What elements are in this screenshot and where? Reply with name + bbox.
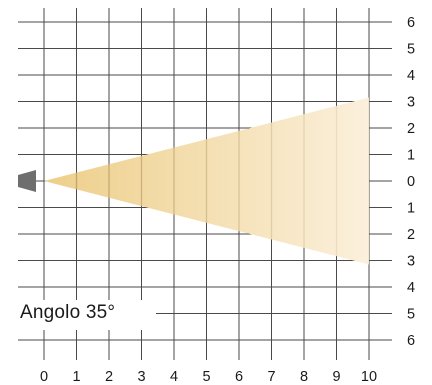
x-tick-label: 8 <box>300 369 308 385</box>
beam-angle-label: Angolo 35° <box>20 302 116 323</box>
y-tick-label: 2 <box>407 227 415 243</box>
y-tick-label: 6 <box>407 15 415 31</box>
y-tick-label: 2 <box>407 121 415 137</box>
x-tick-label: 0 <box>40 369 48 385</box>
x-tick-label: 10 <box>361 369 377 385</box>
y-axis-tick-labels: 6 5 4 3 2 1 0 1 2 3 4 5 6 <box>407 15 415 349</box>
x-tick-label: 2 <box>105 369 113 385</box>
y-tick-label: 6 <box>407 333 415 349</box>
y-tick-label: 3 <box>407 254 415 270</box>
y-tick-label: 0 <box>407 174 415 190</box>
y-tick-label: 4 <box>407 280 415 296</box>
y-tick-label: 4 <box>407 68 415 84</box>
x-tick-label: 5 <box>202 369 210 385</box>
y-tick-label: 5 <box>407 42 415 58</box>
x-tick-label: 3 <box>137 369 145 385</box>
x-axis-tick-labels: 0 1 2 3 4 5 6 7 8 9 10 <box>40 369 377 385</box>
beam-grid-lines <box>75 97 370 265</box>
x-tick-label: 9 <box>332 369 340 385</box>
y-tick-label: 3 <box>407 95 415 111</box>
y-tick-label: 1 <box>407 201 415 217</box>
x-tick-label: 1 <box>72 369 80 385</box>
y-tick-label: 5 <box>407 307 415 323</box>
x-tick-label: 6 <box>235 369 243 385</box>
x-tick-label: 7 <box>267 369 275 385</box>
x-tick-label: 4 <box>170 369 178 385</box>
light-beam-cone <box>44 97 369 265</box>
y-tick-label: 1 <box>407 148 415 164</box>
angle-label-background <box>14 300 156 330</box>
light-source-icon <box>18 170 36 192</box>
